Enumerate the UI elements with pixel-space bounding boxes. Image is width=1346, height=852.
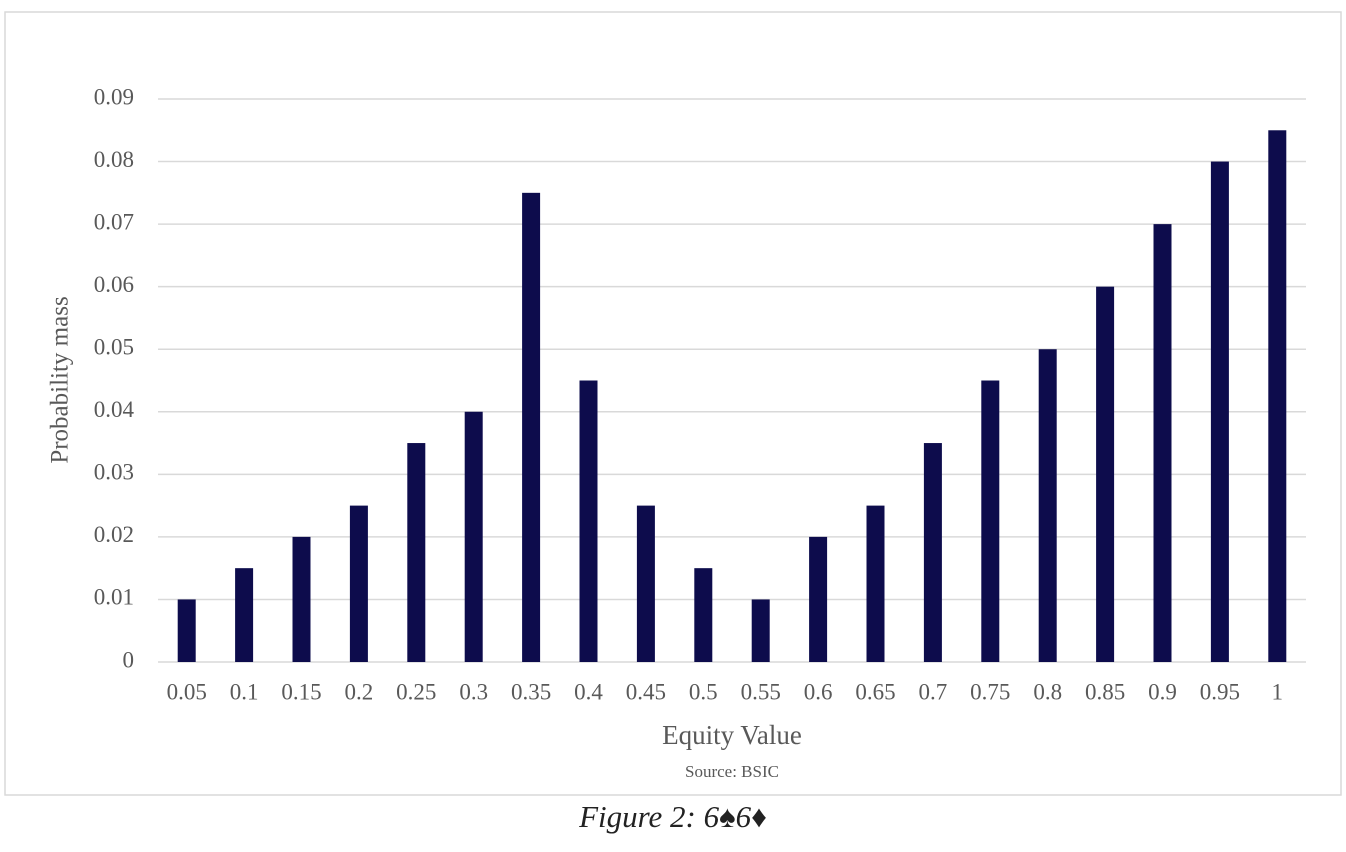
bar — [235, 568, 254, 662]
bar — [292, 536, 311, 662]
bar — [349, 505, 368, 662]
x-tick-label: 0.85 — [1085, 679, 1125, 704]
bar — [1210, 161, 1229, 663]
y-tick-label: 0.09 — [94, 84, 134, 109]
x-tick-label: 0.25 — [396, 679, 436, 704]
x-tick-label: 0.35 — [511, 679, 551, 704]
bar — [809, 536, 828, 662]
x-tick-label: 1 — [1272, 679, 1284, 704]
bar — [866, 505, 885, 662]
y-axis-title: Probability mass — [47, 296, 74, 463]
bar — [981, 380, 1000, 662]
chart-frame — [4, 11, 1342, 796]
x-tick-label: 0.6 — [804, 679, 833, 704]
bar — [407, 443, 426, 662]
bar — [177, 599, 196, 662]
x-tick-label: 0.2 — [345, 679, 374, 704]
bar — [636, 505, 655, 662]
y-tick-label: 0.06 — [94, 272, 134, 297]
bar — [694, 568, 713, 662]
y-tick-label: 0.07 — [94, 209, 134, 234]
x-tick-label: 0.05 — [167, 679, 207, 704]
x-tick-label: 0.15 — [281, 679, 321, 704]
bar — [579, 380, 598, 662]
bar — [923, 443, 942, 662]
figure-caption: Figure 2: 6♠6♦ — [578, 799, 767, 834]
x-tick-label: 0.4 — [574, 679, 603, 704]
x-tick-label: 0.75 — [970, 679, 1010, 704]
x-tick-label: 0.65 — [855, 679, 895, 704]
bar — [464, 411, 483, 662]
y-tick-label: 0.04 — [94, 397, 135, 422]
x-tick-label: 0.45 — [626, 679, 666, 704]
bar — [1038, 349, 1057, 662]
y-tick-label: 0.02 — [94, 522, 134, 547]
bar — [1096, 286, 1115, 662]
y-tick-label: 0.01 — [94, 585, 134, 610]
x-tick-label: 0.8 — [1033, 679, 1062, 704]
bar — [1153, 224, 1172, 662]
x-tick-label: 0.9 — [1148, 679, 1177, 704]
bar — [751, 599, 770, 662]
y-tick-label: 0.05 — [94, 335, 134, 360]
x-tick-label: 0.7 — [919, 679, 948, 704]
bar — [522, 192, 541, 663]
y-tick-label: 0.08 — [94, 147, 134, 172]
x-tick-label: 0.3 — [459, 679, 488, 704]
x-tick-label: 0.1 — [230, 679, 259, 704]
x-axis-title: Equity Value — [662, 720, 802, 750]
x-tick-label: 0.55 — [741, 679, 781, 704]
source-note: Source: BSIC — [685, 762, 779, 781]
x-tick-label: 0.5 — [689, 679, 718, 704]
bar — [1268, 130, 1287, 662]
y-tick-label: 0.03 — [94, 460, 134, 485]
x-tick-label: 0.95 — [1200, 679, 1240, 704]
y-tick-label: 0 — [123, 647, 135, 672]
